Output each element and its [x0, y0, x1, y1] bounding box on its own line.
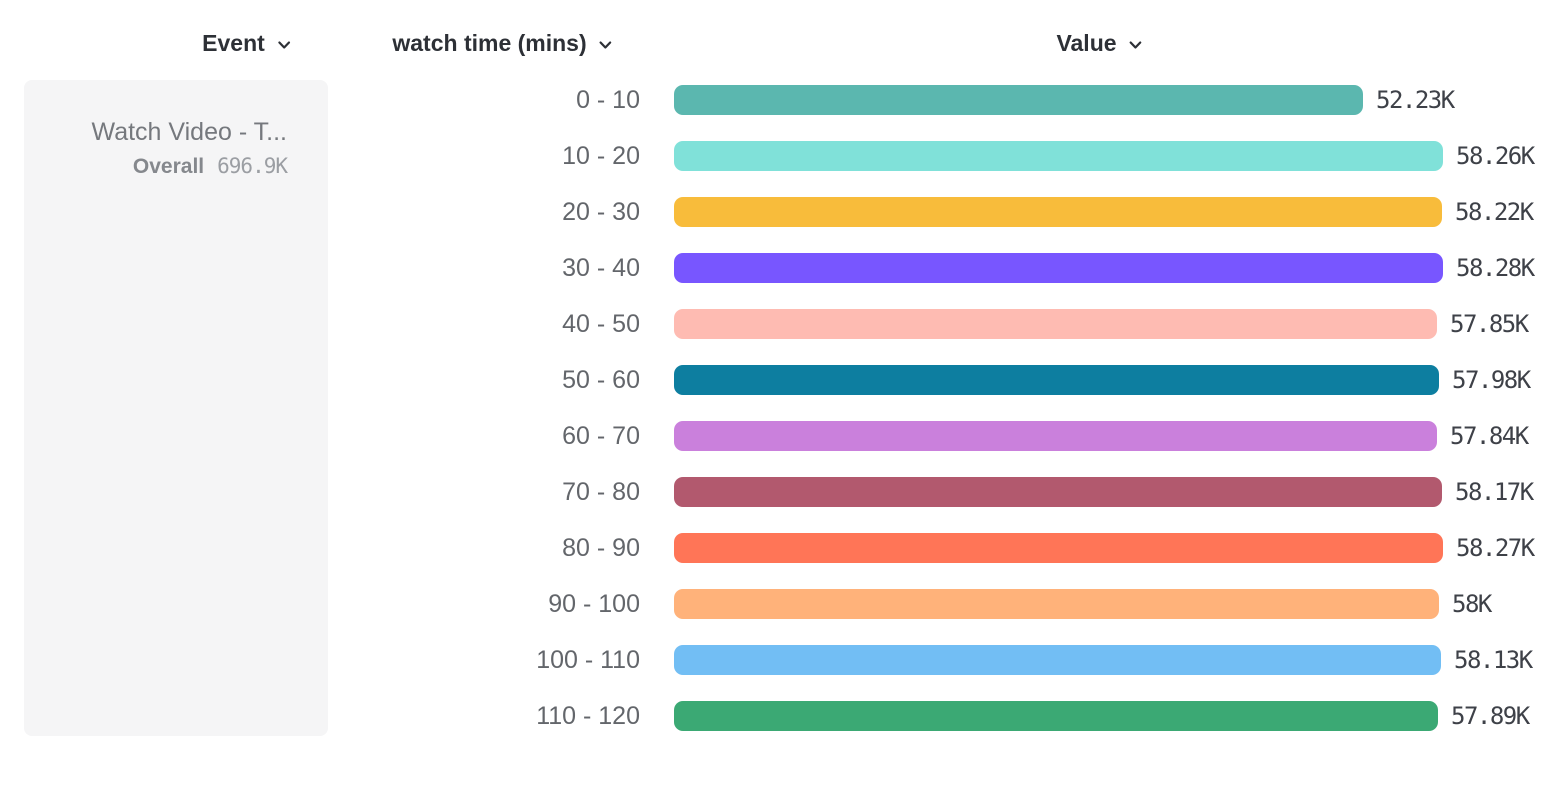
event-title: Watch Video - T... — [91, 118, 287, 146]
bar-rows: 0 - 10 52.23K 10 - 20 58.26K 20 - 30 58.… — [0, 85, 1568, 757]
bar[interactable] — [674, 533, 1443, 563]
bar-category-label: 80 - 90 — [562, 534, 640, 562]
bar-category-label: 30 - 40 — [562, 254, 640, 282]
header-event-dropdown[interactable]: Event — [202, 27, 292, 59]
header-value-label: Value — [1056, 29, 1117, 56]
bar-row: 70 - 80 58.17K — [0, 477, 1568, 533]
bar[interactable] — [674, 701, 1438, 731]
bar-value-label: 58K — [1452, 590, 1492, 618]
bar-value-label: 58.22K — [1455, 198, 1534, 226]
bar[interactable] — [674, 253, 1443, 283]
header-breakdown-label: watch time (mins) — [392, 29, 587, 56]
event-card[interactable]: Watch Video - T... Overall 696.9K — [24, 80, 328, 736]
header-event-label: Event — [202, 29, 265, 56]
bar[interactable] — [674, 309, 1437, 339]
chevron-down-icon — [276, 37, 292, 53]
chevron-down-icon — [1128, 37, 1144, 53]
chevron-down-icon — [598, 37, 614, 53]
bar[interactable] — [674, 85, 1363, 115]
bar-category-label: 50 - 60 — [562, 366, 640, 394]
bar-value-label: 52.23K — [1376, 86, 1455, 114]
bar-row: 80 - 90 58.27K — [0, 533, 1568, 589]
bar-value-label: 58.26K — [1456, 142, 1535, 170]
overall-label: Overall — [132, 155, 205, 178]
bar-row: 110 - 120 57.89K — [0, 701, 1568, 757]
bar[interactable] — [674, 141, 1443, 171]
bar-category-label: 40 - 50 — [562, 310, 640, 338]
bar-category-label: 90 - 100 — [548, 590, 640, 618]
bar-value-label: 58.28K — [1456, 254, 1535, 282]
bar[interactable] — [674, 365, 1439, 395]
bar-row: 30 - 40 58.28K — [0, 253, 1568, 309]
bar-row: 40 - 50 57.85K — [0, 309, 1568, 365]
bar[interactable] — [674, 645, 1441, 675]
bar-value-label: 57.84K — [1450, 422, 1529, 450]
bar-category-label: 70 - 80 — [562, 478, 640, 506]
bar-row: 10 - 20 58.26K — [0, 141, 1568, 197]
bar[interactable] — [674, 421, 1437, 451]
bar-category-label: 0 - 10 — [576, 86, 640, 114]
bar-category-label: 110 - 120 — [536, 702, 640, 730]
bar-value-label: 57.85K — [1450, 310, 1529, 338]
event-overall: Overall 696.9K — [132, 154, 288, 179]
column-headers: Event watch time (mins) Value — [0, 27, 1568, 59]
bar-category-label: 60 - 70 — [562, 422, 640, 450]
header-value-dropdown[interactable]: Value — [1056, 27, 1143, 59]
bar-category-label: 10 - 20 — [562, 142, 640, 170]
bar[interactable] — [674, 477, 1442, 507]
bar-value-label: 57.98K — [1452, 366, 1531, 394]
bar-value-label: 58.27K — [1456, 534, 1535, 562]
bar-value-label: 58.13K — [1454, 646, 1533, 674]
bar-row: 90 - 100 58K — [0, 589, 1568, 645]
bar[interactable] — [674, 197, 1442, 227]
bar-row: 0 - 10 52.23K — [0, 85, 1568, 141]
bar-row: 50 - 60 57.98K — [0, 365, 1568, 421]
bar-value-label: 57.89K — [1451, 702, 1530, 730]
bar-category-label: 100 - 110 — [536, 646, 640, 674]
bar-row: 100 - 110 58.13K — [0, 645, 1568, 701]
bar-value-label: 58.17K — [1455, 478, 1534, 506]
header-breakdown-dropdown[interactable]: watch time (mins) — [392, 27, 613, 59]
bar-row: 60 - 70 57.84K — [0, 421, 1568, 477]
overall-value: 696.9K — [217, 154, 288, 178]
bar-category-label: 20 - 30 — [562, 198, 640, 226]
bar[interactable] — [674, 589, 1439, 619]
bar-row: 20 - 30 58.22K — [0, 197, 1568, 253]
